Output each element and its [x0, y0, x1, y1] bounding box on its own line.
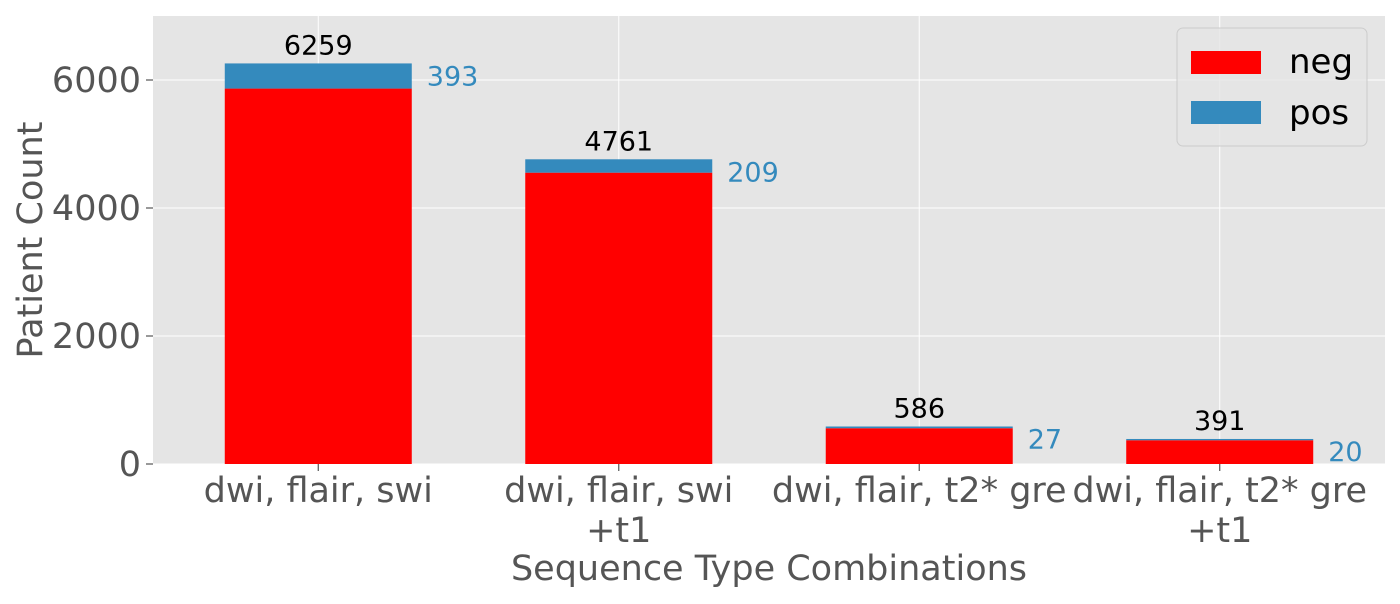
total-label-0: 6259	[284, 30, 353, 61]
x-tick-label-3: dwi, flair, t2* gre +t1	[1072, 471, 1367, 551]
x-tick-label-line: +t1	[1187, 511, 1252, 551]
legend-label-pos: pos	[1289, 93, 1349, 133]
bar-neg-3	[1126, 440, 1314, 464]
x-tick-label-1: dwi, flair, swi +t1	[504, 471, 733, 551]
data-labels: 6259 393 4761 209 586 27 391 20	[284, 30, 1363, 468]
total-label-1: 4761	[584, 126, 653, 157]
y-tick-label-0: 0	[119, 445, 141, 485]
bar-neg-2	[825, 428, 1013, 464]
total-label-3: 391	[1194, 406, 1246, 437]
total-label-2: 586	[893, 393, 945, 424]
bar-neg-0	[224, 88, 412, 465]
pos-label-0: 393	[427, 61, 479, 92]
x-tick-label-line: dwi, flair, swi	[504, 471, 733, 511]
x-tick-label-line: dwi, flair, swi	[204, 471, 433, 511]
pos-label-1: 209	[727, 157, 779, 188]
legend-swatch-pos	[1191, 101, 1261, 124]
x-tick-label-line: +t1	[586, 511, 651, 551]
bar-pos-1	[525, 159, 713, 173]
x-tick-label-0: dwi, flair, swi	[204, 471, 433, 511]
x-tick-label-line: dwi, flair, t2* gre	[772, 471, 1067, 511]
x-tick-label-line: dwi, flair, t2* gre	[1072, 471, 1367, 511]
bar-pos-2	[825, 426, 1013, 429]
y-tick-label-3: 6000	[52, 61, 141, 101]
x-tick-label-2: dwi, flair, t2* gre	[772, 471, 1067, 511]
legend-label-neg: neg	[1289, 42, 1353, 82]
pos-label-2: 27	[1028, 424, 1062, 455]
pos-label-3: 20	[1328, 437, 1362, 468]
y-tick-label-2: 4000	[52, 189, 141, 229]
legend: neg pos	[1176, 27, 1368, 147]
x-axis-label: Sequence Type Combinations	[511, 549, 1027, 589]
legend-swatch-neg	[1191, 51, 1261, 74]
bar-pos-3	[1126, 438, 1314, 441]
bar-pos-0	[224, 63, 412, 89]
y-tick-label-1: 2000	[52, 317, 141, 357]
bars	[224, 63, 1314, 465]
bar-neg-1	[525, 172, 713, 464]
y-axis-label: Patient Count	[11, 122, 51, 359]
